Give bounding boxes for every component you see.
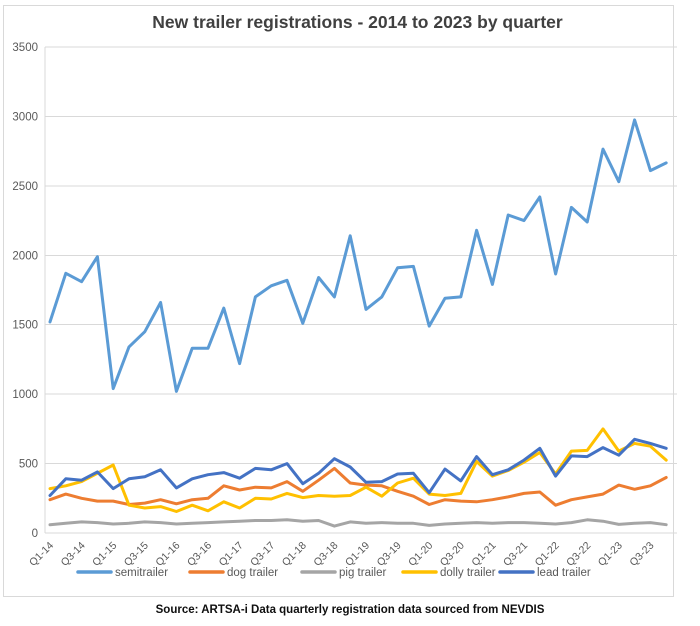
series-line-pig-trailer [48,518,668,528]
legend-item-dog-trailer: dog trailer [188,567,278,579]
y-tick-label-2500: 2500 [12,181,38,193]
x-tick-label-Q1-16: Q1-16 [153,540,182,569]
x-tick-label-Q1-18: Q1-18 [280,540,309,569]
x-tick-label-Q3-21: Q3-21 [501,540,530,569]
x-tick-label-Q3-15: Q3-15 [122,540,151,569]
source-caption: Source: ARTSA-i Data quarterly registrat… [155,604,545,616]
chart-border [3,5,674,597]
x-tick-label-Q1-14: Q1-14 [27,540,56,569]
series-line-dog-trailer [48,466,668,507]
x-tick-label-Q3-18: Q3-18 [311,540,340,569]
legend-label-dog-trailer: dog trailer [227,567,278,579]
series-line-semitrailer [48,118,668,393]
y-tick-label-3500: 3500 [12,42,38,54]
legend-item-pig-trailer: pig trailer [300,567,386,579]
y-tick-label-0: 0 [32,528,38,540]
x-tick-label-Q1-17: Q1-17 [217,540,246,569]
legend-label-pig-trailer: pig trailer [339,567,386,579]
x-tick-label-Q3-23: Q3-23 [627,540,656,569]
x-tick-label-Q1-19: Q1-19 [343,540,372,569]
x-tick-label-Q3-22: Q3-22 [564,540,593,569]
legend-item-semitrailer: semitrailer [76,567,168,579]
x-tick-label-Q3-17: Q3-17 [248,540,277,569]
legend-item-dolly-trailer: dolly trailer [401,567,496,579]
chart-title: New trailer registrations - 2014 to 2023… [152,12,563,32]
y-tick-label-2000: 2000 [12,250,38,262]
x-tick-label-Q1-23: Q1-23 [596,540,625,569]
y-tick-label-1000: 1000 [12,389,38,401]
legend-label-lead-trailer: lead trailer [537,567,591,579]
series-line-lead-trailer [48,437,668,497]
y-tick-label-3000: 3000 [12,111,38,123]
x-tick-label-Q3-14: Q3-14 [59,540,88,569]
y-tick-label-500: 500 [19,459,38,471]
x-tick-label-Q1-15: Q1-15 [90,540,119,569]
legend-label-dolly-trailer: dolly trailer [440,567,496,579]
legend-item-lead-trailer: lead trailer [498,567,591,579]
y-tick-label-1500: 1500 [12,320,38,332]
series-line-dolly-trailer [48,427,668,513]
x-tick-label-Q3-16: Q3-16 [185,540,214,569]
x-tick-label-Q1-21: Q1-21 [469,540,498,569]
x-tick-label-Q3-19: Q3-19 [375,540,404,569]
x-tick-label-Q1-20: Q1-20 [406,540,435,569]
x-tick-label-Q3-20: Q3-20 [438,540,467,569]
legend-label-semitrailer: semitrailer [115,567,168,579]
x-tick-label-Q1-22: Q1-22 [533,540,562,569]
